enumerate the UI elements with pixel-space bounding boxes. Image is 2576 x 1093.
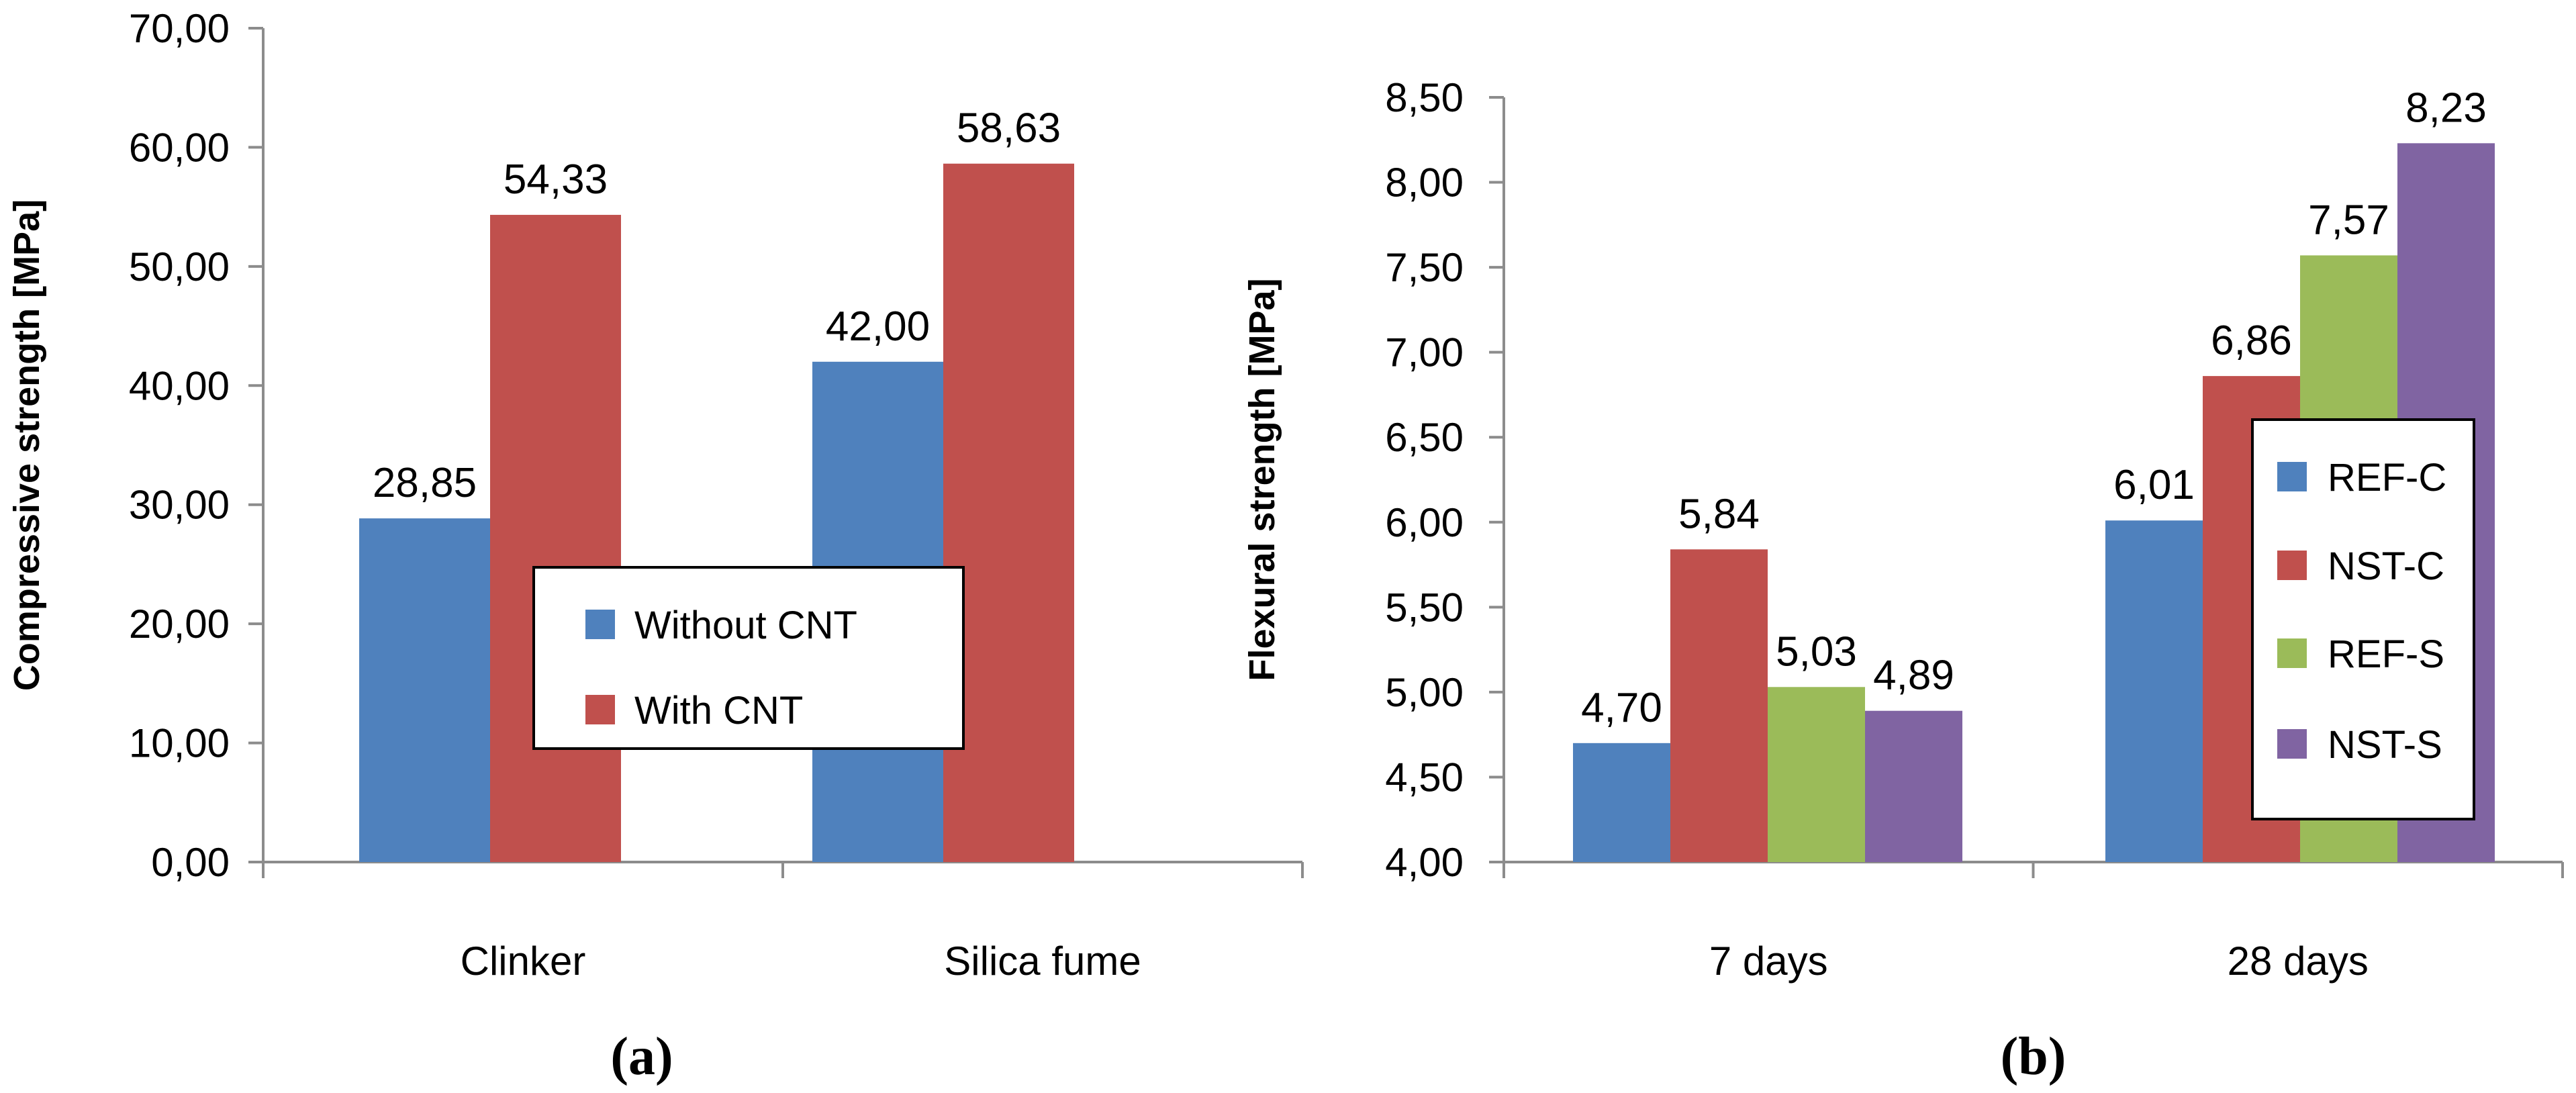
bar-nst-s-7-days bbox=[1865, 710, 1962, 862]
y-tick-label: 20,00 bbox=[129, 602, 230, 647]
legend-swatch bbox=[2277, 551, 2307, 580]
y-tick-label: 5,50 bbox=[1385, 585, 1464, 630]
bar-ref-c-7-days bbox=[1573, 743, 1670, 862]
data-label: 6,01 bbox=[2113, 462, 2195, 508]
data-label: 58,63 bbox=[957, 105, 1061, 152]
legend-swatch bbox=[2277, 729, 2307, 759]
legend-entry: REF-S bbox=[2328, 632, 2444, 676]
legend-entry: Without CNT bbox=[634, 604, 857, 647]
category-label: 7 days bbox=[1709, 939, 1828, 984]
y-tick-label: 8,00 bbox=[1385, 160, 1464, 205]
y-tick-label: 30,00 bbox=[129, 483, 230, 528]
data-label: 4,89 bbox=[1873, 653, 1954, 699]
y-tick-label: 6,00 bbox=[1385, 500, 1464, 545]
y-tick-label: 4,00 bbox=[1385, 840, 1464, 885]
panel-label: (a) bbox=[610, 1027, 673, 1086]
y-tick-label: 40,00 bbox=[129, 363, 230, 408]
data-label: 6,86 bbox=[2211, 318, 2292, 364]
y-tick-label: 10,00 bbox=[129, 721, 230, 766]
category-label: Silica fume bbox=[944, 939, 1141, 984]
y-tick-label: 0,00 bbox=[151, 840, 230, 885]
y-tick-label: 8,50 bbox=[1385, 75, 1464, 120]
chart-b-flexural-strength: 4,00 4,50 5,00 5,50 6,00 6,50 7,00 7,50 8,00 8,50… bbox=[1242, 75, 2564, 1086]
legend-swatch bbox=[585, 695, 615, 724]
bar-ref-s-7-days bbox=[1768, 687, 1865, 862]
legend-entry: NST-C bbox=[2328, 544, 2444, 588]
bar-without-cnt-clinker bbox=[359, 518, 490, 862]
y-tick-label: 70,00 bbox=[129, 6, 230, 51]
y-tick-label: 4,50 bbox=[1385, 755, 1464, 800]
chart-a-compressive-strength: 0,00 10,00 20,00 30,00 40,00 50,00 60,00 70,00 2… bbox=[7, 6, 1304, 1086]
bar-with-cnt-clinker bbox=[490, 215, 621, 862]
legend-entry: With CNT bbox=[634, 689, 803, 732]
bar-ref-c-28-days bbox=[2105, 520, 2203, 862]
category-label: Clinker bbox=[461, 939, 586, 984]
legend-entry: REF-C bbox=[2328, 456, 2446, 500]
data-label: 28,85 bbox=[373, 460, 477, 506]
data-label: 42,00 bbox=[826, 303, 930, 350]
category-label: 28 days bbox=[2228, 939, 2369, 984]
y-axis-title: Compressive strength [MPa] bbox=[7, 199, 47, 691]
data-label: 7,57 bbox=[2308, 197, 2389, 243]
y-tick-label: 60,00 bbox=[129, 125, 230, 170]
data-label: 4,70 bbox=[1581, 685, 1662, 731]
data-label: 5,84 bbox=[1678, 491, 1760, 537]
y-tick-label: 5,00 bbox=[1385, 670, 1464, 715]
legend-swatch bbox=[585, 610, 615, 639]
legend-swatch bbox=[2277, 638, 2307, 668]
bar-nst-c-7-days bbox=[1670, 549, 1768, 862]
bar-with-cnt-silica-fume bbox=[943, 163, 1074, 862]
legend-entry: NST-S bbox=[2328, 723, 2442, 767]
y-axis-title: Flexural strength [MPa] bbox=[1242, 278, 1282, 681]
data-label: 8,23 bbox=[2405, 85, 2487, 131]
data-label: 54,33 bbox=[504, 156, 608, 203]
y-tick-label: 7,00 bbox=[1385, 330, 1464, 375]
y-tick-label: 7,50 bbox=[1385, 245, 1464, 290]
data-label: 5,03 bbox=[1776, 628, 1857, 675]
legend-swatch bbox=[2277, 462, 2307, 491]
y-tick-label: 6,50 bbox=[1385, 415, 1464, 460]
y-tick-label: 50,00 bbox=[129, 244, 230, 289]
panel-label: (b) bbox=[2001, 1027, 2066, 1086]
